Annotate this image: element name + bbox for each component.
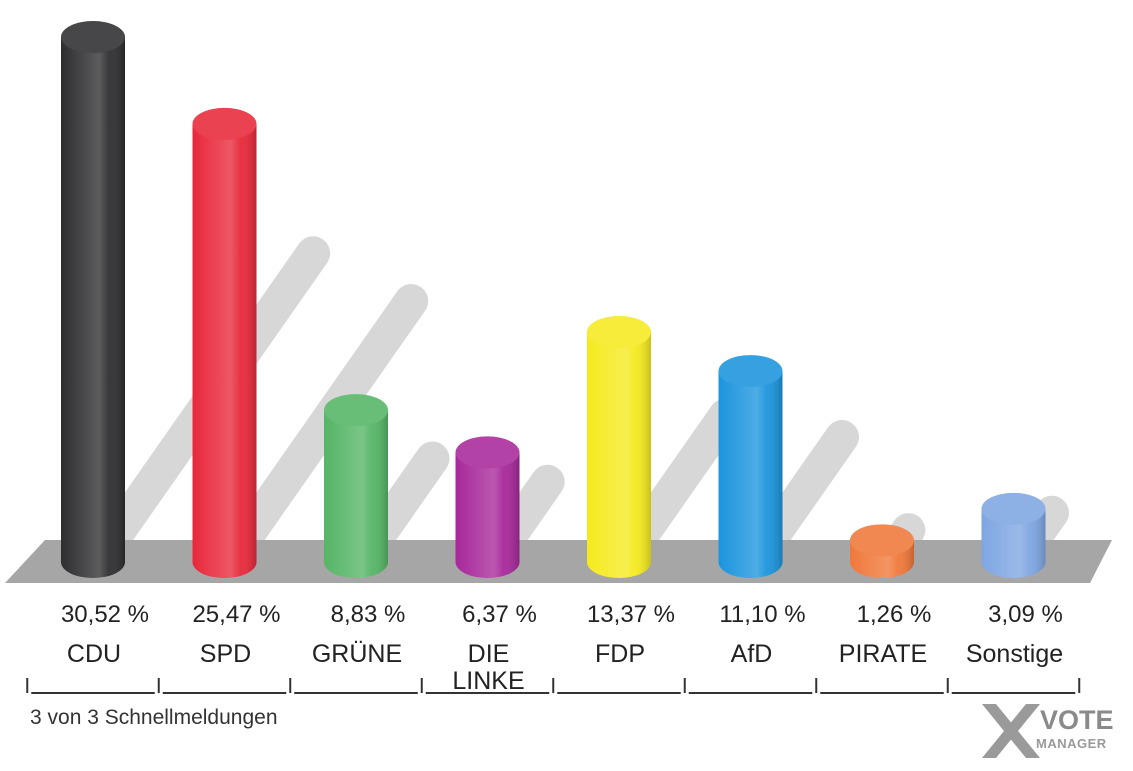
bar-cap	[192, 107, 257, 140]
category-label: DIE LINKE	[423, 641, 555, 695]
bar-cap-highlight	[455, 436, 520, 469]
bar-shading	[455, 452, 520, 578]
category-label: GRÜNE	[291, 641, 423, 668]
chart-floor	[5, 540, 1112, 583]
value-label: 3,09 %	[988, 601, 1063, 628]
bar-cap	[61, 21, 125, 54]
bar	[850, 524, 914, 578]
value-label: 1,26 %	[856, 601, 932, 628]
bar-cap-highlight	[324, 394, 388, 427]
bar	[587, 316, 651, 578]
bar-cap	[324, 394, 388, 427]
bar-cap-highlight	[718, 355, 783, 388]
bar-shading	[718, 371, 783, 578]
bar-cap-highlight	[981, 492, 1046, 525]
value-label: 13,37 %	[586, 601, 676, 628]
bar-cap-highlight	[61, 21, 125, 54]
bar	[324, 394, 388, 578]
bar-shadow	[620, 398, 743, 559]
category-label-line: CDU	[66, 640, 122, 668]
bar-shading	[587, 332, 651, 578]
category-brackets	[26, 678, 1081, 694]
category-label: CDU	[28, 641, 160, 668]
value-label: 30,52 %	[60, 601, 150, 628]
bar-cap	[587, 316, 651, 349]
report-status-note: 3 von 3 Schnellmeldungen	[30, 706, 278, 729]
bar	[61, 21, 125, 578]
bar-cap	[981, 492, 1046, 525]
value-label: 6,37 %	[462, 601, 537, 628]
bar-cap-highlight	[587, 316, 651, 349]
category-label: FDP	[554, 641, 686, 668]
category-label-line: AfD	[730, 640, 773, 668]
logo-sub: MANAGER	[1036, 736, 1107, 751]
vote-manager-logo-icon	[982, 704, 1040, 758]
category-label-line: DIE	[467, 640, 510, 668]
bar	[718, 355, 783, 578]
bar	[981, 492, 1046, 578]
bar-cap-highlight	[192, 107, 257, 140]
category-label-line: SPD	[199, 640, 252, 668]
category-label: AfD	[686, 641, 818, 668]
bar-shading	[981, 508, 1046, 578]
category-label-line: Sonstige	[965, 640, 1064, 668]
category-label: SPD	[160, 641, 292, 668]
bar-cap	[455, 436, 520, 469]
bar-cap-highlight	[850, 524, 914, 557]
bar-shading	[324, 410, 388, 578]
logo-word: VOTE	[1040, 705, 1114, 735]
bar-shading	[192, 123, 257, 578]
value-label: 11,10 %	[719, 601, 806, 628]
category-label-line: GRÜNE	[311, 640, 403, 668]
category-label: Sonstige	[949, 641, 1081, 668]
bar	[455, 436, 520, 578]
category-label-line: FDP	[595, 640, 645, 668]
category-label-line: PIRATE	[838, 640, 928, 668]
bar-cap	[850, 524, 914, 557]
category-label: PIRATE	[817, 641, 949, 668]
bar-shading	[61, 37, 125, 578]
bar-cap	[718, 355, 783, 388]
value-label: 25,47 %	[192, 601, 281, 628]
category-label-line: LINKE	[452, 667, 525, 695]
bar	[192, 107, 257, 578]
value-label: 8,83 %	[330, 601, 406, 628]
